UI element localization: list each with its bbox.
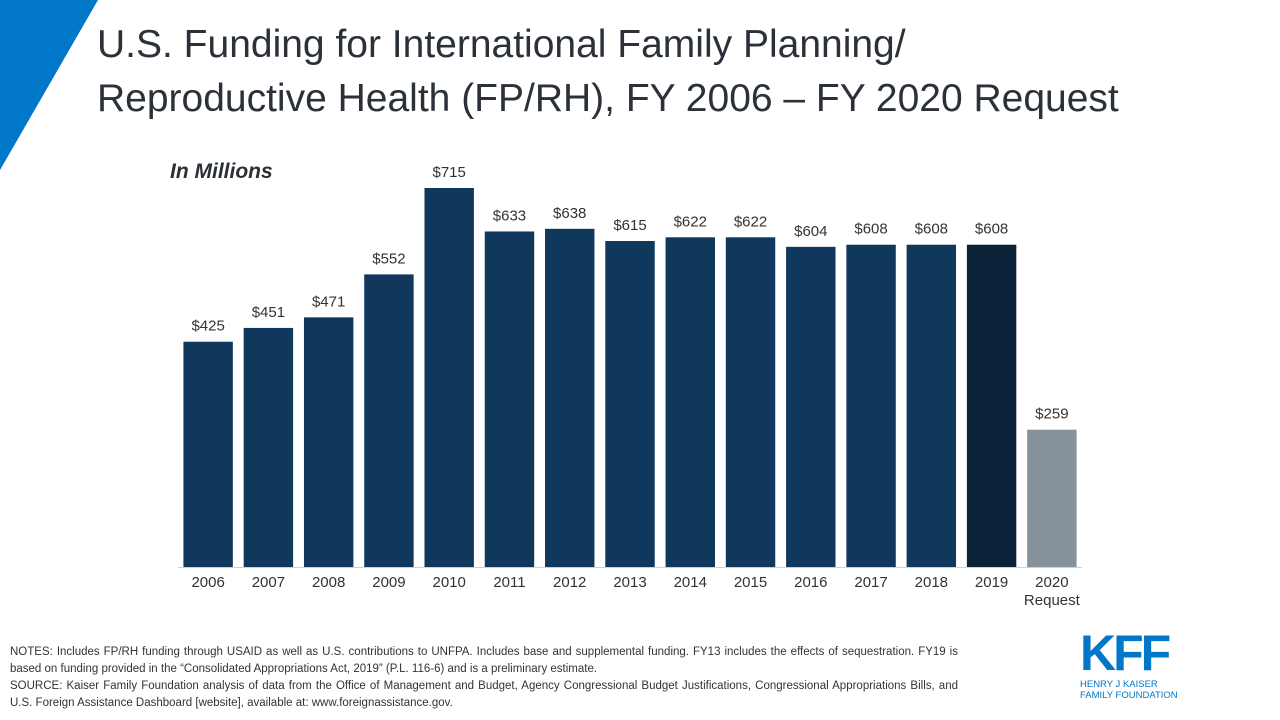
data-label-2017: $608: [854, 221, 887, 238]
kff-logo-mark: KFF: [1080, 625, 1171, 681]
bar-2013: [605, 241, 655, 567]
bar-chart: $425 2006 $451 2007 $471 2008 $552 2009 $715 2010…: [178, 164, 1082, 609]
bar-2020: [1027, 429, 1077, 567]
data-label-2014: $622: [674, 213, 707, 230]
bar-2014: [665, 237, 715, 568]
bar-2016: [786, 246, 836, 567]
bar-2010: [424, 188, 474, 567]
kff-logo-line-2: FAMILY FOUNDATION: [1080, 690, 1178, 701]
x-tick-label-2012: 2012: [553, 574, 586, 591]
bar-2008: [303, 317, 354, 567]
x-tick-label-2017: 2017: [854, 574, 887, 591]
data-label-2018: $608: [915, 221, 948, 238]
source-text: SOURCE: Kaiser Family Foundation analysi…: [10, 680, 958, 709]
x-tick-label-2007: 2007: [252, 574, 285, 591]
x-tick-label-2011: 2011: [493, 574, 525, 591]
bar-2007: [243, 327, 294, 567]
x-tick-label-2008: 2008: [312, 574, 345, 591]
bars-group: [183, 188, 1077, 568]
data-label-2015: $622: [734, 213, 767, 230]
data-label-2012: $638: [553, 205, 586, 222]
data-label-2006: $425: [191, 318, 224, 335]
x-tick-sublabel-2020: Request: [1024, 592, 1081, 609]
x-tick-label-2010: 2010: [433, 574, 466, 591]
data-label-2011: $633: [493, 207, 526, 224]
bar-2017: [846, 244, 896, 567]
bar-2009: [364, 274, 414, 567]
x-tick-label-2014: 2014: [674, 574, 707, 591]
data-label-2020: $259: [1035, 406, 1068, 423]
footnotes: NOTES: Includes FP/RH funding through US…: [10, 644, 958, 712]
notes-text: NOTES: Includes FP/RH funding through US…: [10, 646, 958, 675]
x-tick-label-2020: 2020: [1035, 574, 1068, 591]
x-tick-label-2013: 2013: [613, 574, 646, 591]
page-title: U.S. Funding for International Family Pl…: [97, 18, 1257, 126]
data-label-2013: $615: [613, 217, 646, 234]
data-label-2010: $715: [433, 164, 466, 181]
bar-2018: [906, 244, 957, 567]
page-title-line-1: U.S. Funding for International Family Pl…: [97, 23, 906, 66]
bar-2006: [183, 341, 233, 567]
x-tick-label-2009: 2009: [372, 574, 405, 591]
x-tick-label-2015: 2015: [734, 574, 767, 591]
data-label-2008: $471: [312, 293, 345, 310]
units-label: In Millions: [170, 160, 273, 183]
x-tick-label-2018: 2018: [915, 574, 948, 591]
bar-2011: [484, 231, 535, 567]
kff-logo-line-1: HENRY J KAISER: [1080, 679, 1158, 690]
data-label-2016: $604: [794, 223, 827, 240]
x-tick-label-2019: 2019: [975, 574, 1008, 591]
bar-2019: [966, 244, 1017, 567]
page-title-line-2: Reproductive Health (FP/RH), FY 2006 – F…: [97, 77, 1119, 120]
data-label-2009: $552: [372, 250, 405, 267]
data-label-2019: $608: [975, 221, 1008, 238]
data-label-2007: $451: [252, 304, 285, 321]
labels-group: $425 2006 $451 2007 $471 2008 $552 2009 $715 2010…: [191, 164, 1080, 609]
bar-2015: [725, 237, 776, 568]
kff-logo: KFF HENRY J KAISER FAMILY FOUNDATION: [1080, 625, 1180, 701]
corner-accent-triangle: [0, 0, 98, 170]
x-tick-label-2016: 2016: [794, 574, 827, 591]
x-tick-label-2006: 2006: [191, 574, 224, 591]
bar-2012: [545, 228, 595, 567]
